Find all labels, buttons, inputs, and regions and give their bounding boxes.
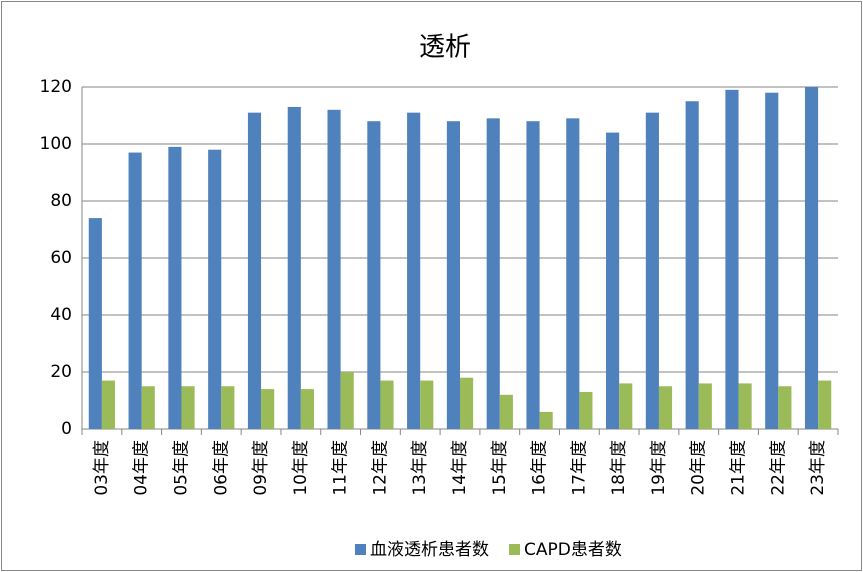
x-tick-label: 11年度: [331, 440, 351, 496]
x-tick-label: 22年度: [768, 440, 788, 496]
bar: [645, 112, 659, 430]
bar: [327, 109, 341, 430]
bar: [261, 389, 275, 429]
bar: [340, 372, 354, 429]
bar: [168, 146, 182, 429]
x-tick-label: 23年度: [808, 440, 828, 496]
bar: [526, 121, 540, 429]
bar: [287, 106, 301, 429]
bar: [208, 149, 222, 429]
x-tick-label: 17年度: [569, 440, 589, 496]
bar: [658, 386, 673, 429]
legend-label: CAPD患者数: [524, 540, 622, 560]
bar: [367, 121, 381, 429]
x-tick-label: 21年度: [729, 440, 749, 496]
x-tick-label: 03年度: [92, 440, 112, 496]
x-tick-label: 05年度: [171, 440, 191, 496]
y-tick-label: 60: [50, 248, 72, 268]
bar: [579, 391, 593, 429]
bar: [539, 411, 553, 429]
bar: [725, 89, 739, 429]
bar: [698, 383, 712, 429]
x-tick-label: 10年度: [291, 440, 311, 496]
bar: [685, 101, 699, 429]
bar: [420, 380, 434, 429]
bar: [804, 87, 819, 429]
x-tick-label: 14年度: [450, 440, 470, 496]
y-tick-label: 100: [40, 134, 72, 154]
x-tick-label: 16年度: [530, 440, 550, 496]
x-tick-label: 09年度: [251, 440, 271, 496]
legend-swatch: [509, 544, 520, 555]
x-tick-label: 18年度: [609, 440, 629, 496]
bar: [778, 386, 792, 429]
bar: [499, 394, 513, 429]
x-tick-label: 12年度: [370, 440, 390, 496]
y-tick-label: 20: [50, 362, 72, 382]
bar: [486, 118, 500, 429]
bar: [380, 380, 394, 429]
legend-label: 血液透析患者数: [370, 540, 489, 560]
bar: [88, 218, 102, 429]
legend-swatch: [355, 544, 366, 555]
chart-title: 透析: [419, 33, 471, 63]
y-tick-label: 0: [61, 419, 72, 439]
x-tick-label: 19年度: [649, 440, 669, 496]
bar: [619, 383, 633, 429]
bar: [765, 92, 779, 429]
bar: [407, 112, 421, 430]
bar: [460, 377, 474, 429]
x-tick-label: 20年度: [689, 440, 709, 496]
y-tick-label: 120: [40, 77, 72, 97]
bar: [606, 132, 620, 429]
bar: [566, 118, 580, 429]
x-tick-label: 13年度: [410, 440, 430, 496]
x-tick-label: 15年度: [490, 440, 510, 496]
bar: [738, 383, 752, 429]
bar: [818, 380, 832, 429]
y-tick-label: 40: [50, 305, 72, 325]
bar: [181, 386, 195, 429]
bar: [247, 112, 262, 430]
bar: [141, 386, 155, 429]
y-tick-label: 80: [50, 191, 72, 211]
bar: [300, 389, 314, 429]
x-tick-label: 06年度: [211, 440, 231, 496]
bar: [221, 386, 235, 429]
bar: [446, 121, 460, 429]
x-tick-label: 04年度: [132, 440, 152, 496]
bar: [128, 152, 142, 430]
bar: [101, 380, 116, 429]
